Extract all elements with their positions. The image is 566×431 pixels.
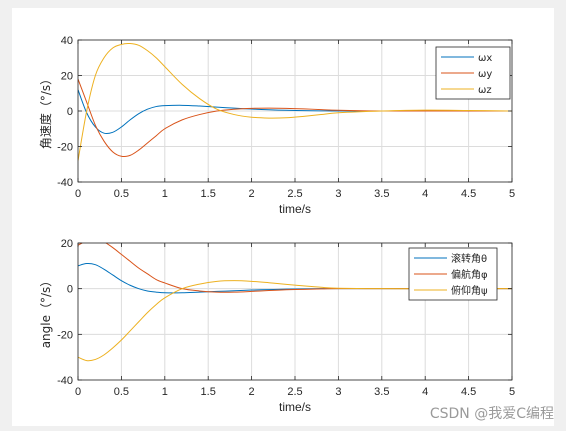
x-tick-label: 4 xyxy=(422,386,428,398)
y-tick-label: -40 xyxy=(57,177,73,189)
x-tick-label: 0 xyxy=(75,386,81,398)
x-tick-label: 3 xyxy=(335,386,341,398)
series-line xyxy=(78,78,512,158)
x-tick-label: 4 xyxy=(422,188,428,200)
angular-velocity-chart: 0 0.5 1 1.5 2 2.5 3 3.5 4 4.5 5 -40 -20 0 20 40 time/s 角速… xyxy=(38,35,515,216)
y-tick-label: 20 xyxy=(61,71,73,83)
x-tick-label: 5 xyxy=(509,188,515,200)
watermark-text: CSDN @我爱C编程 xyxy=(429,406,554,422)
x-tick-label: 1 xyxy=(162,386,168,398)
series-line xyxy=(78,89,512,135)
x-tick-label: 3.5 xyxy=(374,188,389,200)
angle-chart: 0 0.5 1 1.5 2 2.5 3 3.5 4 4.5 5 -40 -20 0 20 time/s angl… xyxy=(39,238,515,414)
y-tick-label: -40 xyxy=(57,375,73,387)
x-tick-label: 5 xyxy=(509,386,515,398)
x-tick-label: 0.5 xyxy=(114,386,129,398)
x-tick-label: 4.5 xyxy=(461,386,476,398)
x-tick-label: 3.5 xyxy=(374,386,389,398)
y-axis-label: angle（°/s） xyxy=(39,275,53,349)
series-line xyxy=(78,43,512,161)
x-tick-label: 2 xyxy=(249,386,255,398)
legend-label: 偏航角φ xyxy=(451,268,488,281)
x-tick-label: 2.5 xyxy=(287,386,302,398)
series-line xyxy=(78,280,512,362)
x-tick-label: 3 xyxy=(335,188,341,200)
x-tick-label: 1.5 xyxy=(201,188,216,200)
y-tick-label: -20 xyxy=(57,329,73,341)
legend-label: ωy xyxy=(478,69,492,80)
legend-label: 俯仰角ψ xyxy=(451,284,488,297)
legend-label: ωx xyxy=(478,53,492,64)
y-tick-label: 0 xyxy=(67,106,73,118)
legend-label: ωz xyxy=(478,85,492,96)
x-tick-label: 0.5 xyxy=(114,188,129,200)
y-tick-label: 20 xyxy=(61,238,73,250)
y-tick-label: 0 xyxy=(67,284,73,296)
x-tick-label: 2 xyxy=(249,188,255,200)
x-axis-label: time/s xyxy=(279,202,311,216)
x-axis-label: time/s xyxy=(279,400,311,414)
x-tick-label: 1 xyxy=(162,188,168,200)
x-tick-label: 1.5 xyxy=(201,386,216,398)
y-axis-label: 角速度（°/s） xyxy=(38,73,53,149)
x-tick-label: 0 xyxy=(75,188,81,200)
y-tick-label: -20 xyxy=(57,142,73,154)
x-tick-label: 4.5 xyxy=(461,188,476,200)
x-tick-label: 2.5 xyxy=(287,188,302,200)
y-tick-label: 40 xyxy=(61,35,73,47)
legend-label: 滚转角θ xyxy=(451,252,487,265)
